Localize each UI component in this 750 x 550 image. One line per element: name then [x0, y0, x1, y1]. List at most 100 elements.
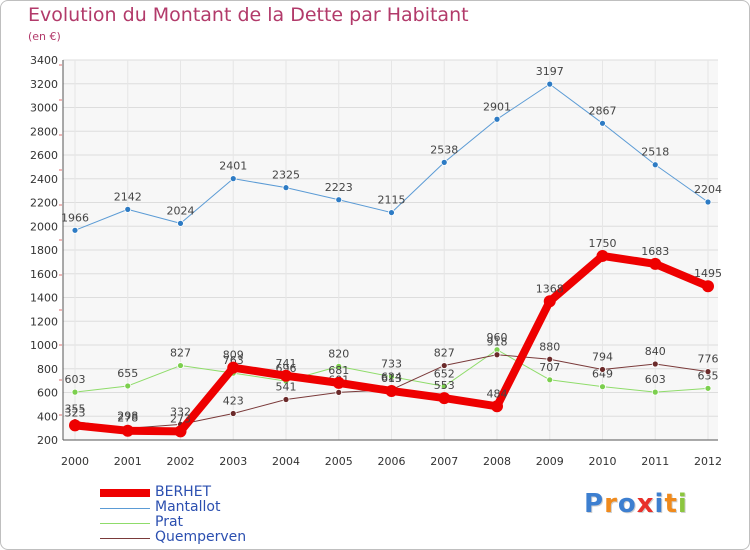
data-label: 278 — [117, 412, 138, 425]
data-label: 273 — [170, 412, 191, 425]
logo-letter: t — [664, 489, 678, 519]
data-point — [651, 161, 659, 169]
y-tick-label: 2600 — [30, 149, 58, 162]
data-point — [388, 373, 395, 381]
data-point — [493, 351, 501, 359]
data-label: 2867 — [589, 104, 617, 117]
data-label: 1368 — [536, 282, 564, 295]
data-point — [385, 384, 398, 397]
x-tick-label: 2008 — [483, 455, 511, 468]
y-tick-label: 2800 — [30, 125, 58, 138]
data-label: 1683 — [641, 245, 669, 258]
logo-letter: P — [584, 489, 605, 519]
data-label: 484 — [487, 387, 508, 400]
data-label: 298 — [117, 409, 138, 422]
y-tick-label: 400 — [37, 410, 58, 423]
logo-letter: x — [636, 489, 655, 519]
data-label: 733 — [381, 358, 402, 371]
data-point — [702, 280, 714, 293]
data-point — [704, 198, 712, 206]
data-point — [704, 384, 712, 392]
data-point — [543, 295, 556, 308]
data-label: 2518 — [641, 146, 669, 159]
y-tick-label: 1800 — [30, 244, 58, 257]
data-label: 827 — [434, 347, 455, 360]
data-point — [124, 382, 132, 390]
y-tick-label: 1400 — [30, 292, 58, 305]
data-point — [335, 196, 343, 204]
y-tick-label: 200 — [37, 434, 58, 447]
data-point — [229, 410, 237, 417]
data-point — [69, 419, 81, 432]
y-tick-label: 600 — [37, 387, 58, 400]
y-tick-label: 2200 — [30, 197, 58, 210]
data-point — [546, 376, 554, 384]
data-label: 355 — [65, 403, 86, 416]
x-tick-label: 2002 — [167, 455, 195, 468]
legend-label: Mantallot — [155, 499, 221, 515]
x-tick-label: 2004 — [272, 455, 300, 468]
x-tick-label: 2005 — [325, 455, 353, 468]
data-point — [229, 175, 237, 183]
y-tick-label: 1600 — [30, 268, 58, 281]
data-label: 1495 — [694, 267, 722, 280]
data-label: 3197 — [536, 65, 564, 78]
x-tick-label: 2012 — [694, 455, 722, 468]
data-point — [388, 209, 395, 216]
data-label: 681 — [328, 364, 349, 377]
logo-letter: r — [604, 489, 618, 519]
y-tick-label: 2000 — [30, 220, 58, 233]
y-tick-label: 1000 — [30, 339, 58, 352]
x-tick-label: 2010 — [589, 455, 617, 468]
logo-letter: o — [617, 489, 637, 519]
legend-label: Quemperven — [155, 529, 247, 545]
data-point — [438, 392, 451, 405]
data-point — [280, 369, 292, 382]
data-point — [177, 219, 184, 227]
data-point — [71, 226, 79, 234]
data-label: 541 — [276, 381, 297, 394]
y-tick-label: 3000 — [30, 102, 58, 115]
x-tick-label: 2009 — [536, 455, 564, 468]
data-label: 820 — [328, 347, 349, 360]
logo-letter: i — [677, 489, 688, 519]
data-label: 553 — [434, 379, 455, 392]
data-point — [335, 388, 343, 396]
data-label: 2142 — [114, 190, 142, 203]
data-label: 840 — [645, 345, 666, 358]
legend-swatch — [100, 489, 150, 497]
data-point — [704, 368, 712, 376]
data-point — [491, 400, 503, 413]
data-label: 2538 — [430, 143, 458, 156]
data-point — [546, 355, 554, 363]
data-label: 918 — [487, 336, 508, 349]
data-label: 2325 — [272, 169, 300, 182]
data-label: 649 — [592, 368, 613, 381]
data-point — [599, 119, 606, 127]
data-label: 323 — [65, 406, 86, 419]
data-label: 613 — [381, 372, 402, 385]
data-point — [174, 425, 187, 438]
logo-letter: i — [654, 489, 665, 519]
legend-swatch — [100, 507, 150, 509]
data-point — [282, 396, 290, 403]
chart-unit: (en €) — [28, 30, 61, 43]
data-label: 332 — [170, 405, 191, 418]
legend-swatch — [100, 522, 150, 524]
data-point — [177, 362, 184, 369]
data-label: 655 — [117, 367, 138, 380]
data-label: 2024 — [167, 204, 195, 217]
data-point — [124, 205, 132, 213]
data-label: 2901 — [483, 100, 511, 113]
data-point — [649, 257, 662, 270]
data-label: 741 — [276, 357, 297, 370]
data-label: 794 — [592, 350, 613, 363]
data-label: 1966 — [61, 211, 89, 224]
y-tick-label: 800 — [37, 363, 58, 376]
data-label: 880 — [539, 340, 560, 353]
data-label: 827 — [170, 347, 191, 360]
data-point — [596, 249, 609, 262]
data-label: 960 — [487, 331, 508, 344]
data-point — [546, 80, 554, 88]
data-point — [440, 382, 448, 390]
